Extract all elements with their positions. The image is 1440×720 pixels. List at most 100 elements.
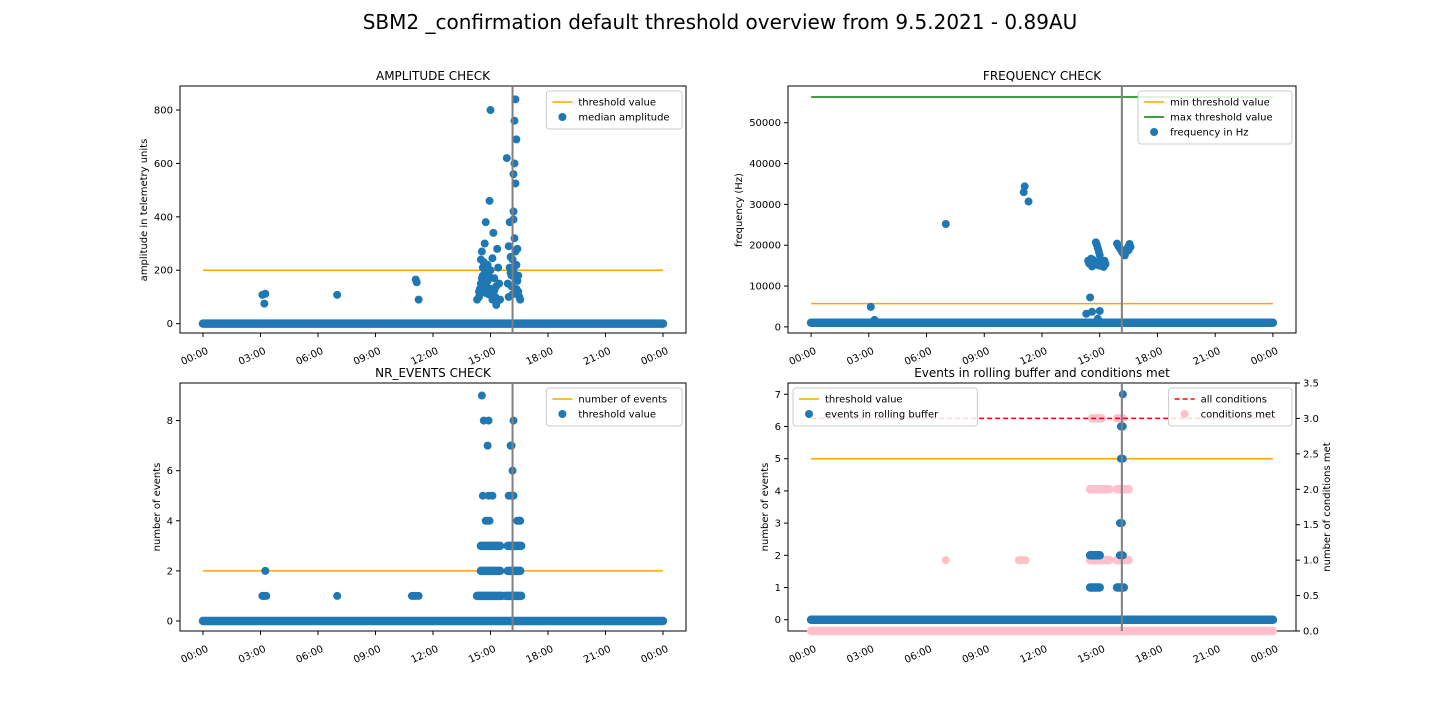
events-point	[262, 591, 271, 600]
y2-tick-label: 0.0	[1303, 627, 1319, 638]
amplitude-point	[492, 282, 501, 291]
rolling-buffer-ylabel2: number of conditions met	[1322, 442, 1333, 572]
y-tick-label: 1	[775, 583, 781, 594]
events-point	[477, 391, 486, 400]
x-tick-label: 00:00	[639, 644, 670, 666]
x-tick-label: 09:00	[352, 644, 383, 666]
amplitude-point	[486, 266, 495, 275]
legend-label: number of events	[578, 395, 667, 406]
x-tick-label: 00:00	[179, 644, 210, 666]
frequency-point	[1086, 293, 1095, 302]
legend-label: all conditions	[1201, 395, 1267, 406]
conditions-point	[1021, 556, 1030, 565]
frequency-title: FREQUENCY CHECK	[983, 69, 1102, 83]
y-tick-label: 4	[167, 516, 173, 527]
figure-title: SBM2 _confirmation default threshold ove…	[363, 10, 1078, 34]
y-tick-label: 4	[775, 486, 781, 497]
frequency-point	[866, 302, 875, 311]
frequency-ylabel: frequency (Hz)	[734, 173, 745, 247]
amplitude-point	[513, 244, 522, 253]
legend-frame	[792, 387, 978, 427]
nr-events-panel: NR_EVENTS CHECK number of events 00:00 03…	[152, 366, 687, 666]
y-tick-label: 600	[154, 159, 173, 170]
amplitude-point	[512, 135, 521, 144]
legend-label: events in rolling buffer	[825, 410, 939, 421]
x-tick-label: 18:00	[1134, 346, 1165, 368]
legend-frame	[1168, 387, 1293, 427]
events-point	[483, 441, 492, 450]
y-tick-label: 10000	[749, 282, 781, 293]
amplitude-title: AMPLITUDE CHECK	[376, 69, 491, 83]
rolling-legend-left: threshold value events in rolling buffer	[792, 387, 978, 427]
y-tick-label: 400	[154, 212, 173, 223]
events-point	[414, 591, 423, 600]
events-point	[485, 516, 494, 525]
amplitude-point	[261, 289, 270, 298]
y-tick-label: 0	[775, 615, 781, 626]
amplitude-point	[485, 196, 494, 205]
y-tick-label: 40000	[749, 159, 781, 170]
legend-dot-swatch	[1150, 128, 1159, 136]
x-tick-label: 12:00	[409, 346, 440, 368]
amplitude-point	[496, 295, 505, 304]
nr-events-ylabel: number of events	[152, 463, 163, 552]
legend-label: threshold value	[825, 395, 903, 406]
frequency-point	[941, 219, 950, 228]
x-tick-label: 18:00	[524, 644, 555, 666]
nr-events-title: NR_EVENTS CHECK	[375, 366, 492, 380]
x-tick-label: 21:00	[1192, 644, 1223, 666]
x-tick-label: 15:00	[467, 644, 498, 666]
x-tick-label: 06:00	[294, 346, 325, 368]
y-tick-label: 8	[167, 416, 173, 427]
amplitude-point	[489, 228, 498, 237]
x-tick-label: 00:00	[639, 346, 670, 368]
amplitude-point	[414, 295, 423, 304]
x-tick-label: 21:00	[1192, 346, 1223, 368]
events-point	[516, 516, 525, 525]
amplitude-point	[479, 258, 488, 267]
amplitude-point	[494, 263, 503, 272]
frequency-legend: min threshold value max threshold value fr…	[1137, 90, 1293, 145]
y2-tick-label: 1.0	[1303, 556, 1319, 567]
events-point	[333, 591, 342, 600]
frequency-panel: FREQUENCY CHECK frequency (Hz) 00:00 03:0…	[734, 69, 1297, 368]
amplitude-point	[503, 279, 512, 288]
y-tick-label: 800	[154, 106, 173, 117]
y-tick-label: 6	[775, 422, 781, 433]
legend-dot-swatch	[805, 410, 813, 418]
frequency-point	[1088, 307, 1097, 316]
legend-label: min threshold value	[1170, 98, 1270, 109]
frequency-point	[1085, 259, 1094, 268]
x-tick-label: 15:00	[467, 346, 498, 368]
amplitude-legend: threshold value median amplitude	[545, 90, 683, 130]
legend-label: threshold value	[578, 98, 656, 109]
y2-tick-label: 2.5	[1303, 449, 1319, 460]
x-tick-label: 03:00	[237, 644, 268, 666]
rolling-legend-right: all conditions conditions met	[1168, 387, 1293, 427]
x-tick-label: 18:00	[524, 346, 555, 368]
y2-tick-label: 2.0	[1303, 485, 1319, 496]
amplitude-point	[504, 242, 513, 251]
rolling-buffer-panel: Events in rolling buffer and conditions …	[760, 366, 1333, 666]
x-tick-label: 15:00	[1076, 644, 1107, 666]
legend-label: threshold value	[578, 410, 656, 421]
y2-tick-label: 3.5	[1303, 379, 1319, 390]
amplitude-point	[516, 295, 525, 304]
y-tick-label: 30000	[749, 200, 781, 211]
frequency-point	[1019, 188, 1028, 197]
amplitude-point	[493, 244, 502, 253]
x-tick-label: 00:00	[788, 346, 819, 368]
y-tick-label: 0	[167, 616, 173, 627]
legend-frame	[545, 387, 683, 427]
amplitude-point	[260, 299, 269, 308]
y2-tick-label: 0.5	[1303, 591, 1319, 602]
frequency-point	[1095, 261, 1104, 270]
legend-dot-swatch	[558, 113, 567, 121]
amplitude-point	[475, 287, 483, 296]
x-tick-label: 03:00	[237, 346, 268, 368]
rolling-buffer-title: Events in rolling buffer and conditions …	[914, 366, 1170, 380]
y-tick-label: 0	[775, 322, 781, 333]
x-tick-label: 09:00	[352, 346, 383, 368]
amplitude-ylabel: amplitude in telemetry units	[139, 139, 150, 282]
legend-frame	[1137, 90, 1293, 145]
